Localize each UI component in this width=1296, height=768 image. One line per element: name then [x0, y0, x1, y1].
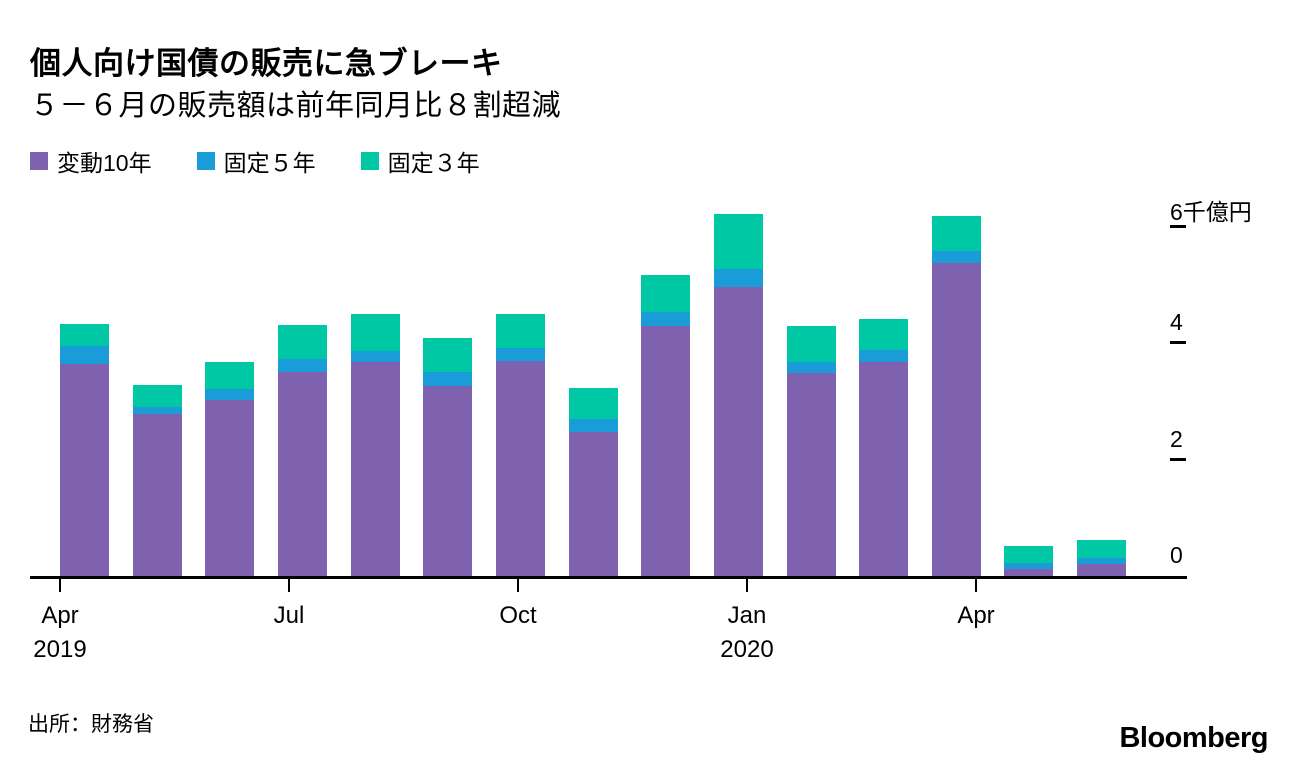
bar-segment — [496, 360, 545, 577]
legend-item-kotei5: 固定５年 — [196, 144, 316, 178]
bar-segment — [569, 387, 618, 419]
bar-segment — [859, 318, 908, 350]
bar-segment — [569, 418, 618, 432]
legend-label: 固定３年 — [387, 150, 480, 176]
bar-segment — [423, 337, 472, 372]
bar-segment — [787, 362, 836, 374]
bar-segment — [932, 215, 981, 251]
bar-segment — [278, 324, 327, 360]
bar-segment — [423, 385, 472, 577]
y-axis-tick — [1170, 341, 1186, 345]
bar-segment — [133, 385, 182, 408]
bar-segment — [278, 371, 327, 577]
bar-segment — [714, 214, 763, 269]
bar-group — [351, 314, 400, 577]
bar-segment — [569, 431, 618, 577]
x-axis-year-label: 2020 — [720, 636, 774, 663]
bar-segment — [859, 349, 908, 362]
bar-group — [60, 324, 109, 577]
bar-segment — [859, 361, 908, 577]
bar-segment — [932, 250, 981, 263]
bar-segment — [1004, 568, 1053, 577]
bar-group — [1004, 546, 1053, 577]
bar-segment — [1004, 563, 1053, 569]
bar-segment — [351, 361, 400, 577]
bar-segment — [351, 350, 400, 362]
bar-group — [714, 214, 763, 577]
bar-group — [205, 361, 254, 577]
legend-swatch-teal — [360, 152, 379, 170]
bar-segment — [787, 373, 836, 577]
bar-group — [278, 324, 327, 577]
bar-group — [569, 387, 618, 577]
bar-group — [932, 215, 981, 577]
legend-label: 変動10年 — [57, 150, 152, 176]
bar-segment — [133, 414, 182, 577]
legend-swatch-purple — [30, 152, 48, 170]
bar-group — [787, 326, 836, 577]
bar-segment — [60, 363, 109, 577]
legend-label: 固定５年 — [223, 150, 316, 176]
bar-segment — [496, 347, 545, 361]
x-axis-label: Jan — [727, 602, 767, 629]
legend-item-kotei3: 固定３年 — [360, 144, 480, 178]
bar-group — [423, 337, 472, 577]
y-axis-tick — [1170, 224, 1186, 228]
x-axis-label: Oct — [499, 602, 537, 629]
source-note: 出所：財務省 — [28, 713, 154, 736]
bar-group — [496, 314, 545, 577]
chart-title: 個人向け国債の販売に急ブレーキ — [30, 46, 503, 81]
legend-item-hendo10: 変動10年 — [30, 144, 152, 178]
x-axis-year-label: 2019 — [33, 636, 87, 663]
bloomberg-logo: Bloomberg — [1119, 722, 1268, 754]
x-axis-tick — [288, 579, 290, 592]
bar-segment — [60, 346, 109, 364]
x-axis-tick — [517, 579, 519, 592]
x-axis-label: Apr — [957, 602, 995, 629]
y-axis-tick — [1170, 457, 1186, 461]
bar-segment — [351, 314, 400, 351]
y-axis-label: 2 — [1170, 425, 1183, 452]
x-axis-tick — [59, 579, 61, 592]
x-axis-line — [30, 576, 1187, 579]
x-axis-label: Apr — [41, 602, 79, 629]
bar-segment — [496, 314, 545, 348]
bar-group — [641, 275, 690, 577]
x-axis-label: Jul — [273, 602, 305, 629]
bar-segment — [787, 326, 836, 363]
bar-segment — [932, 262, 981, 577]
x-axis-tick — [746, 579, 748, 592]
x-axis-tick — [975, 579, 977, 592]
bar-segment — [1077, 558, 1126, 565]
y-axis-label: 6千億円 — [1170, 198, 1252, 225]
bar-segment — [1077, 540, 1126, 559]
bar-group — [133, 385, 182, 577]
bar-group — [1077, 540, 1126, 577]
bar-segment — [278, 359, 327, 372]
bar-segment — [641, 311, 690, 326]
bar-segment — [423, 371, 472, 386]
bar-segment — [205, 361, 254, 389]
bar-segment — [641, 325, 690, 577]
bar-segment — [641, 275, 690, 312]
legend: 変動10年 固定５年 固定３年 — [30, 144, 480, 178]
bar-segment — [1077, 564, 1126, 577]
chart-subtitle: ５－６月の販売額は前年同月比８割超減 — [30, 90, 562, 122]
bar-segment — [714, 268, 763, 287]
legend-swatch-blue — [196, 152, 215, 170]
y-axis-label: 0 — [1170, 542, 1183, 568]
bar-segment — [60, 324, 109, 347]
bar-segment — [133, 407, 182, 415]
bar-segment — [1004, 546, 1053, 564]
bar-group — [859, 318, 908, 577]
y-axis-label: 4 — [1170, 309, 1183, 336]
bar-segment — [205, 388, 254, 400]
bar-segment — [714, 286, 763, 577]
bar-segment — [205, 399, 254, 577]
